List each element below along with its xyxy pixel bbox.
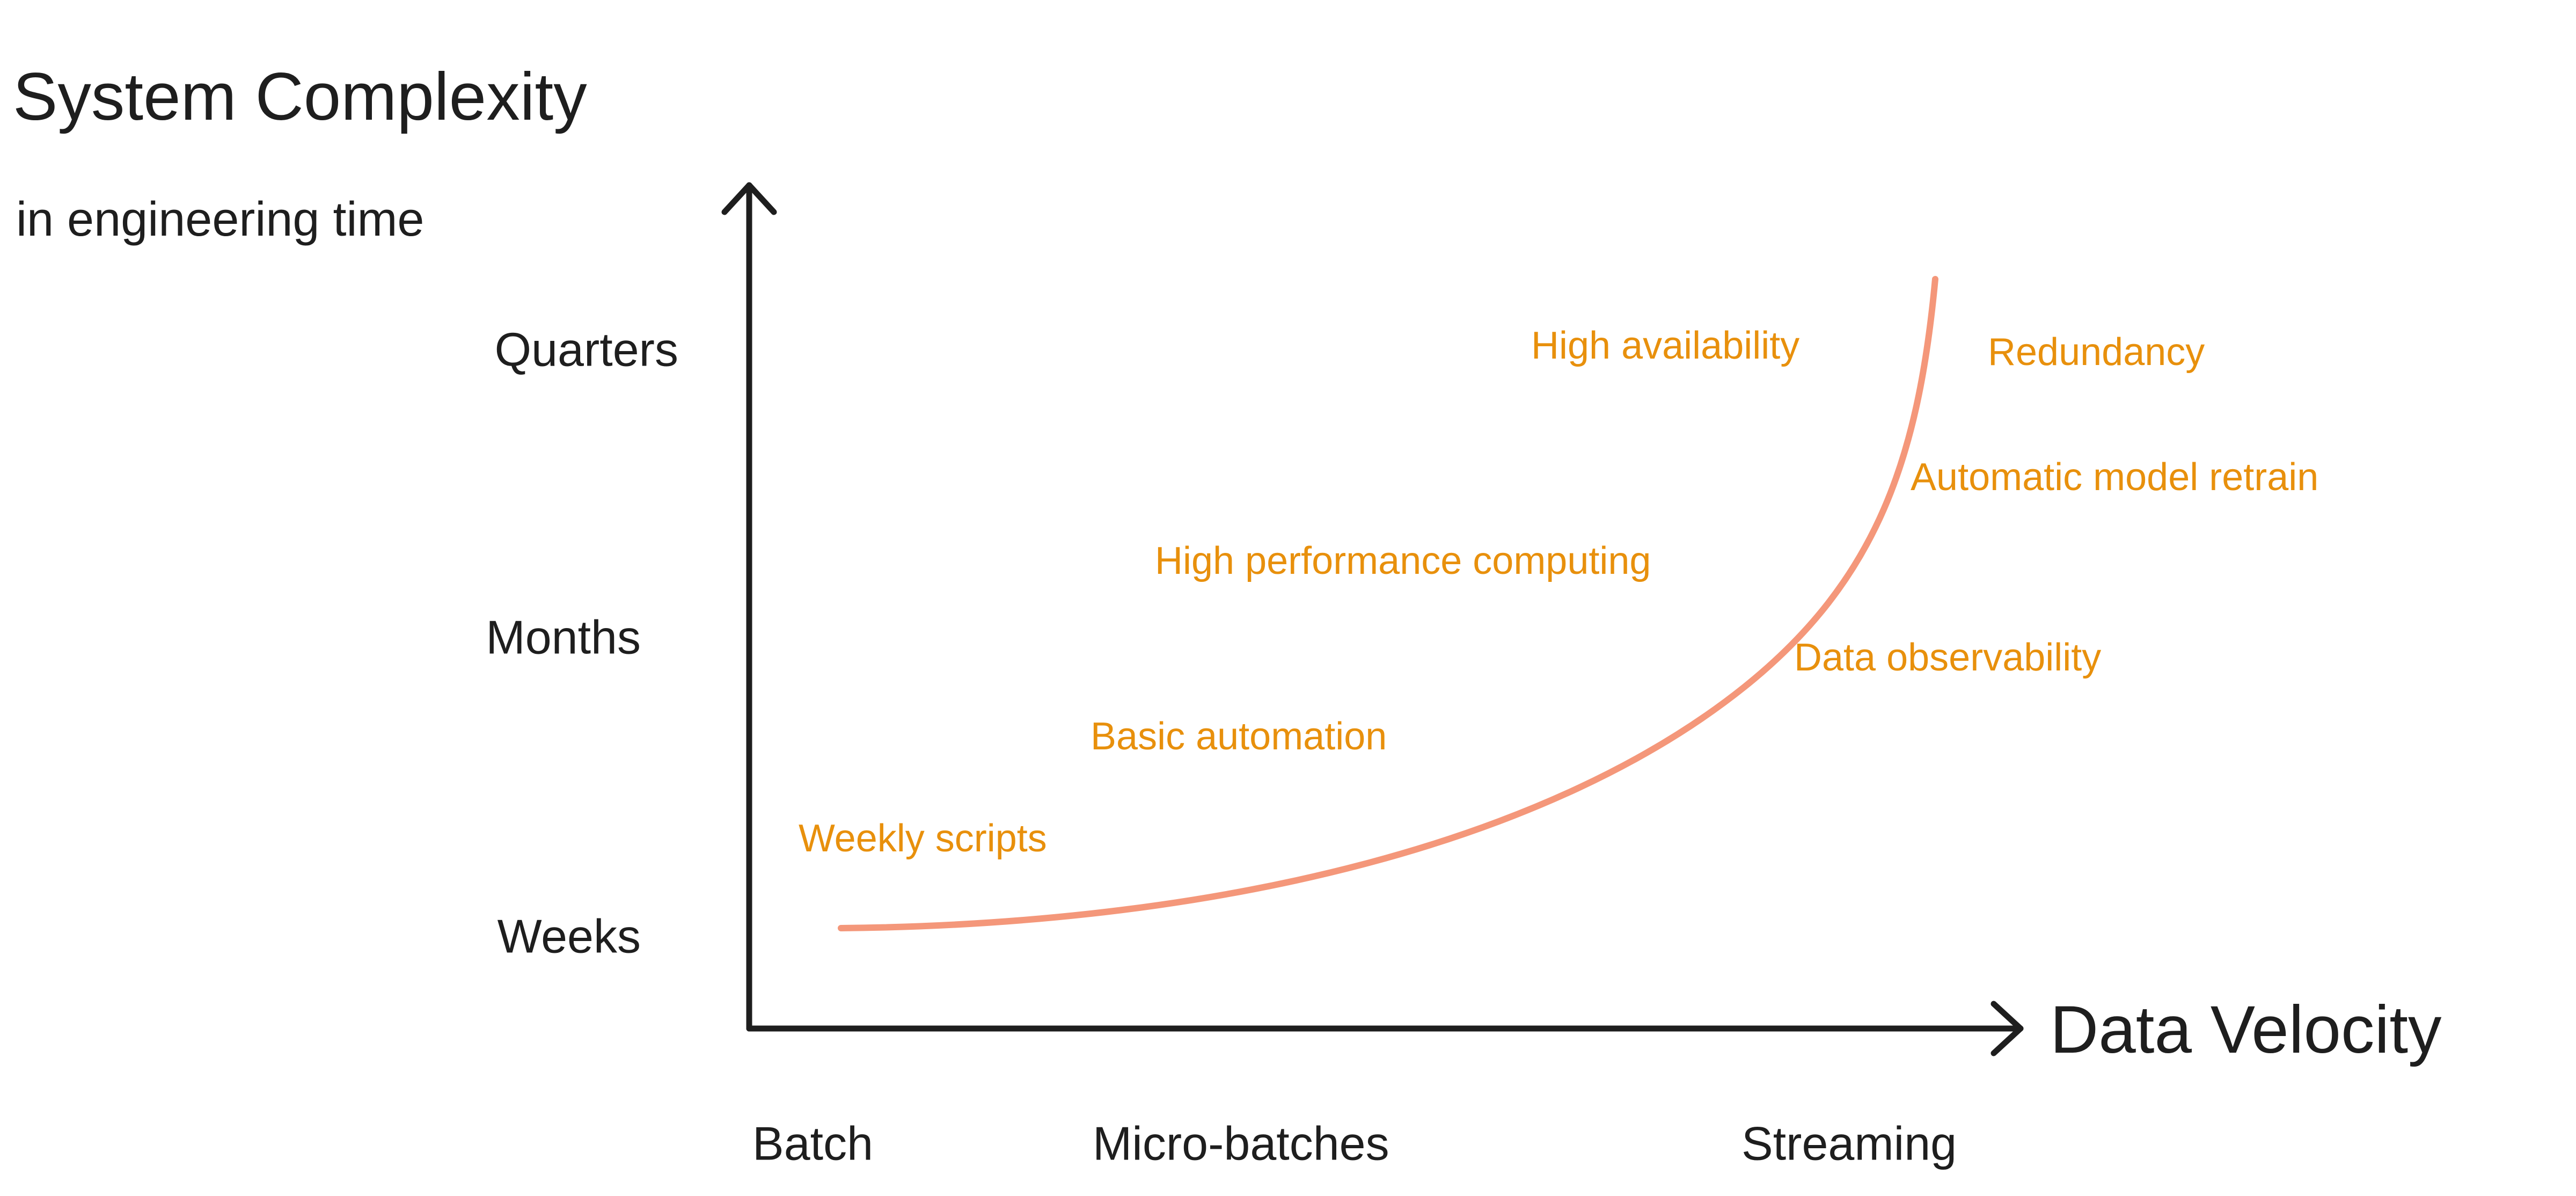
complexity-curve bbox=[838, 276, 1938, 931]
annotation: High performance computing bbox=[1155, 539, 1651, 582]
annotation: Weekly scripts bbox=[799, 817, 1047, 860]
x-axis-arrow bbox=[1990, 1001, 2024, 1056]
y-level: Weeks bbox=[497, 909, 641, 962]
y-axis-arrow bbox=[721, 182, 777, 215]
annotation: Automatic model retrain bbox=[1911, 456, 2318, 499]
x-level: Streaming bbox=[1741, 1117, 1957, 1170]
annotation: High availability bbox=[1531, 324, 1799, 367]
x-level: Micro-batches bbox=[1093, 1117, 1389, 1170]
y-level: Quarters bbox=[495, 323, 678, 376]
annotation: Basic automation bbox=[1091, 715, 1387, 758]
annotation: Redundancy bbox=[1988, 331, 2205, 374]
x-level: Batch bbox=[752, 1117, 873, 1170]
annotation: Data observability bbox=[1794, 636, 2101, 679]
y-axis-subtitle: in engineering time bbox=[16, 193, 424, 246]
x-axis-title: Data Velocity bbox=[2050, 993, 2442, 1067]
y-axis-title: System Complexity bbox=[13, 60, 587, 134]
y-level: Months bbox=[486, 610, 641, 663]
